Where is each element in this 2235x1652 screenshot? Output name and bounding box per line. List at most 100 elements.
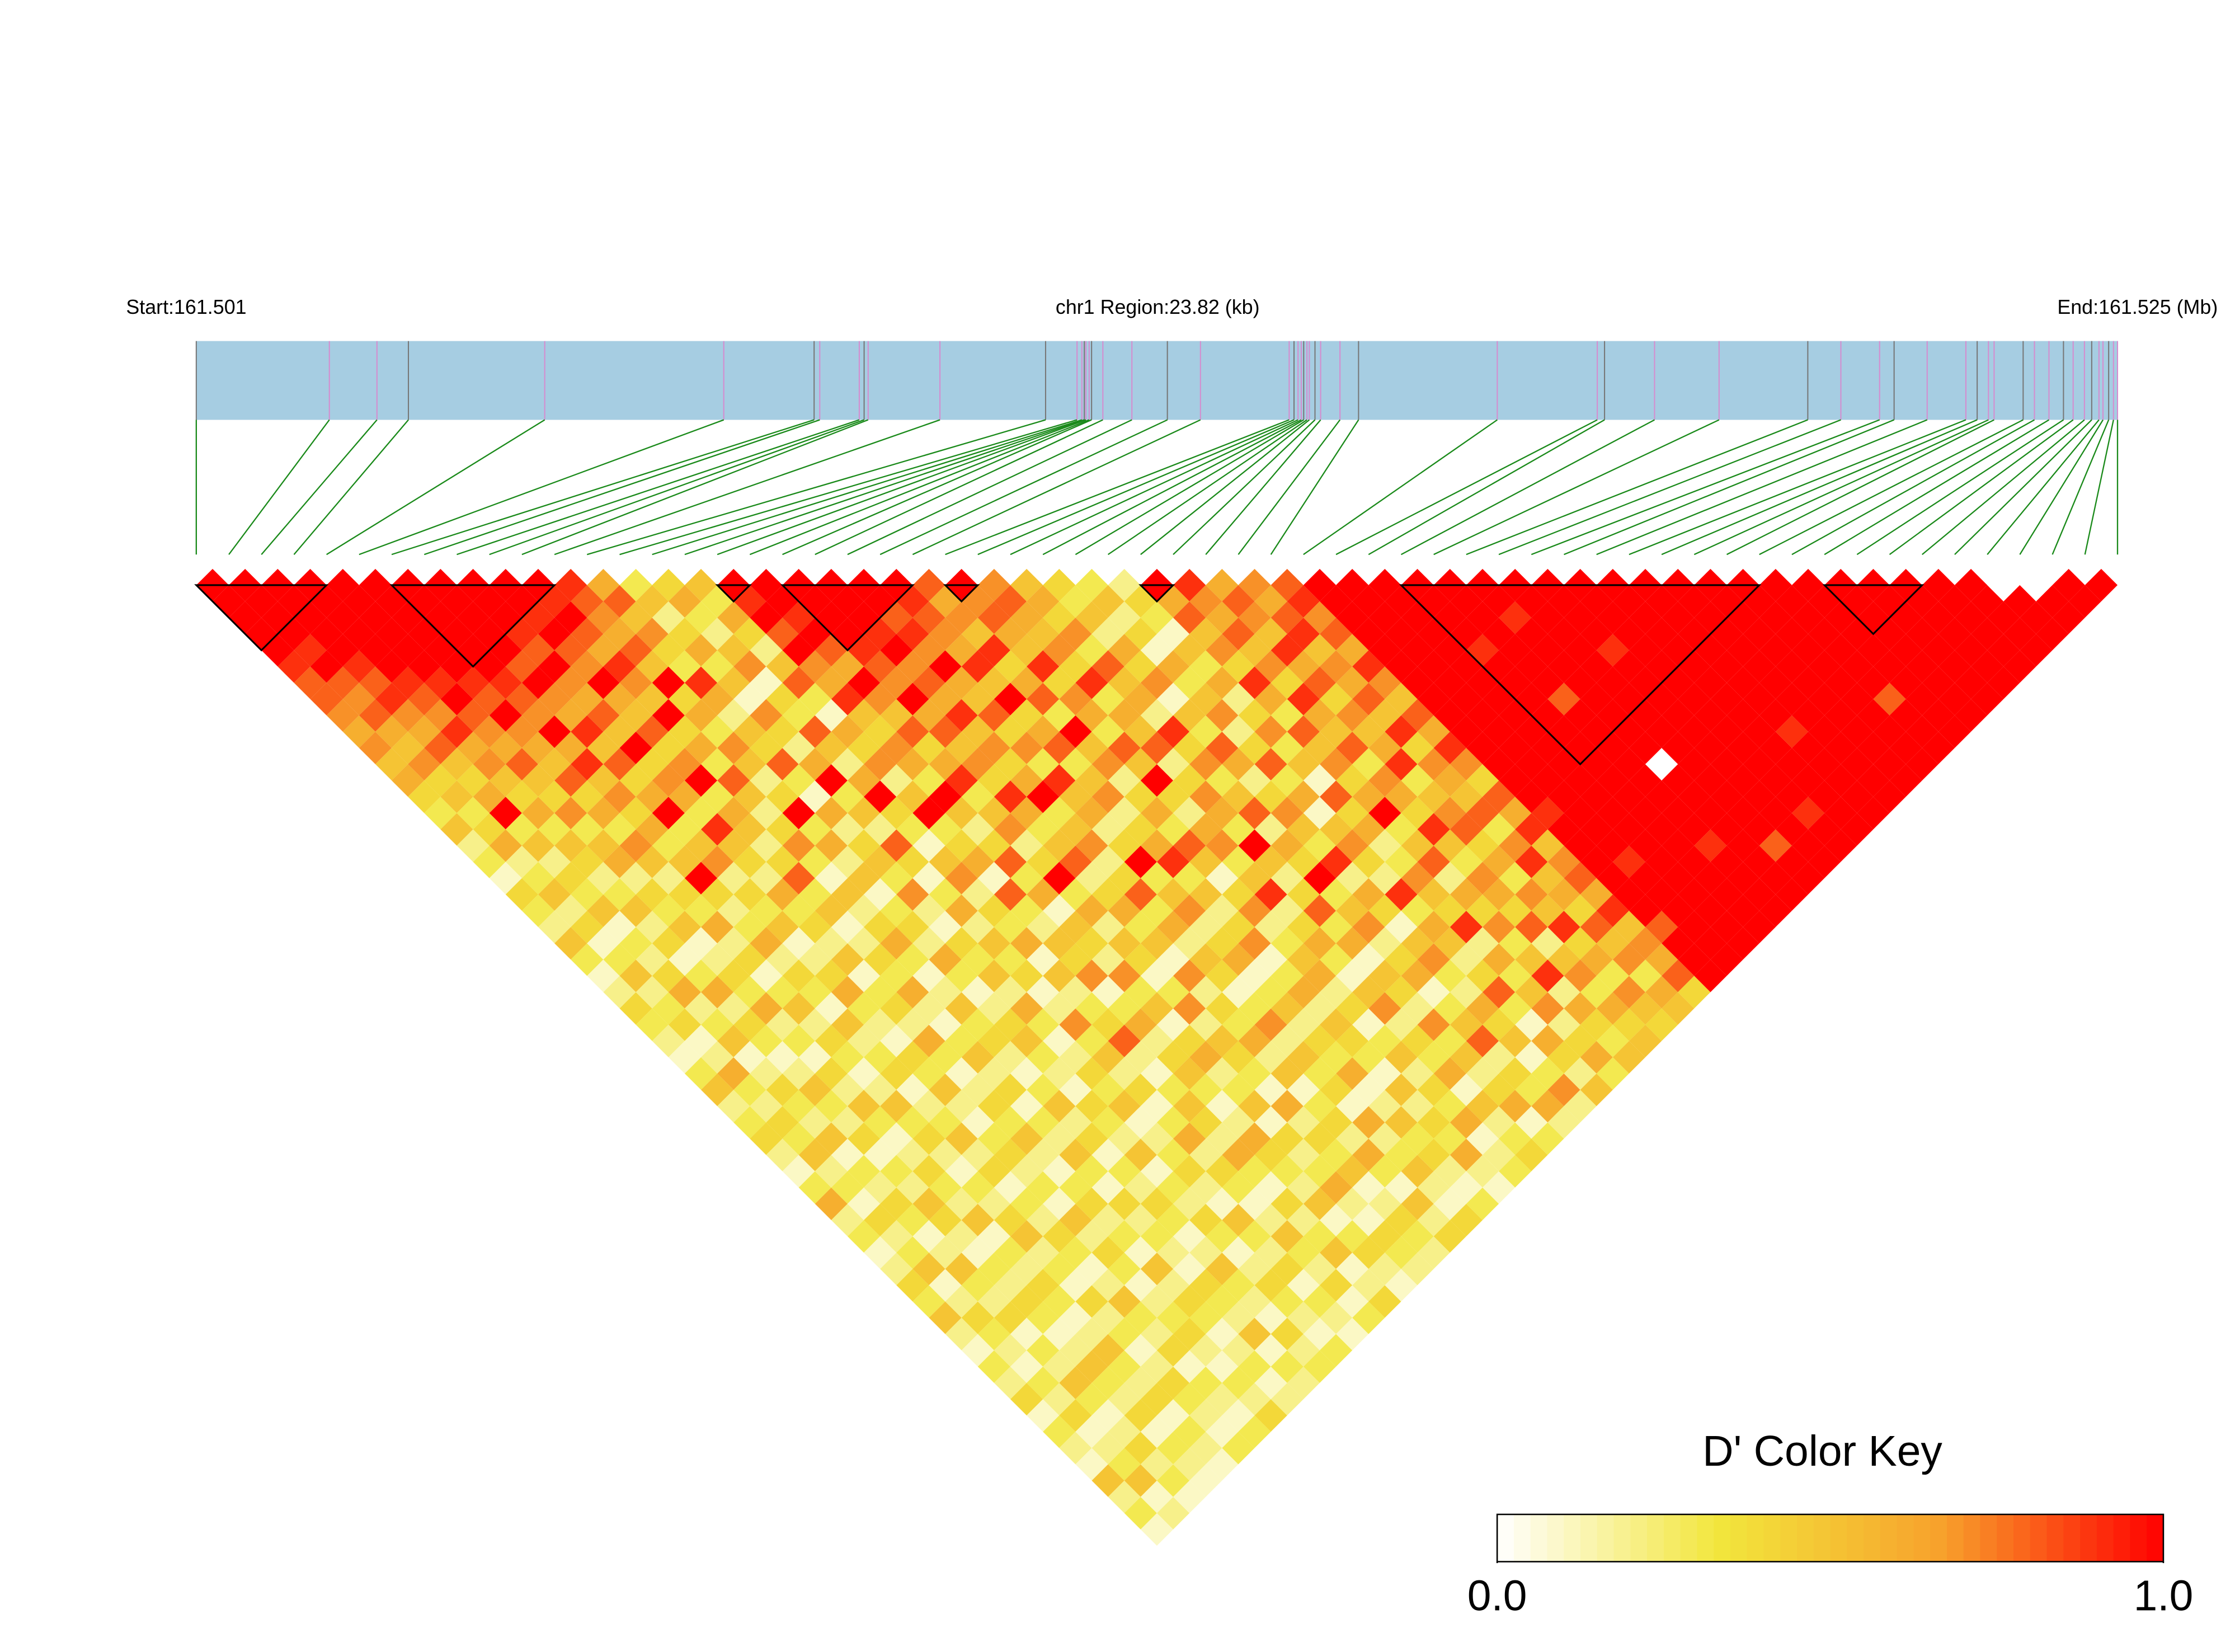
ld-cell: [1010, 1253, 1043, 1286]
ld-cell: [831, 683, 864, 716]
ld-cell: [1515, 976, 1548, 1009]
ld-cell: [1596, 992, 1629, 1025]
ld-cell: [1043, 1253, 1076, 1286]
ld-cell: [1515, 683, 1548, 716]
ld-cell: [1531, 601, 1564, 634]
ld-cell: [847, 992, 881, 1025]
snp-connector: [619, 419, 1077, 556]
ld-cell: [587, 959, 620, 992]
ld-cell: [896, 845, 929, 878]
ld-cell: [1043, 1024, 1076, 1057]
ld-cell: [1678, 943, 1711, 976]
snp-connector: [1107, 419, 1307, 556]
snp-connector: [1954, 419, 2092, 556]
ld-cell: [619, 634, 652, 667]
ld-cell: [994, 1269, 1027, 1302]
ld-cell: [1108, 568, 1141, 602]
ld-cell: [912, 601, 945, 634]
color-key-step: [1564, 1514, 1581, 1562]
ld-cell: [1547, 813, 1580, 846]
ld-cell: [294, 634, 327, 667]
ld-cell: [929, 943, 962, 976]
ld-cell: [1156, 1399, 1190, 1432]
ld-cell: [782, 1122, 815, 1155]
ld-cell: [1515, 1074, 1548, 1107]
ld-cell: [1287, 1269, 1320, 1302]
ld-cell: [831, 650, 864, 683]
ld-cell: [1075, 1253, 1108, 1286]
ld-cell: [1645, 878, 1678, 911]
ld-cell: [489, 731, 522, 765]
ld-cell: [896, 943, 929, 976]
ld-cell: [1222, 780, 1255, 813]
ld-cell: [1726, 601, 1759, 634]
ld-cell: [1726, 927, 1759, 960]
ld-cell: [668, 813, 702, 846]
color-key-step: [1597, 1514, 1615, 1562]
color-key-step: [1497, 1514, 1514, 1562]
snp-connector: [1987, 419, 2100, 555]
ld-cell: [1678, 780, 1711, 813]
ld-cell: [1336, 1253, 1369, 1286]
ld-cell: [1043, 1057, 1076, 1090]
ld-cell: [1401, 797, 1434, 830]
ld-cell: [1043, 1090, 1076, 1123]
ld-cell: [2036, 618, 2069, 651]
ld-cell: [1678, 683, 1711, 716]
ld-cell: [1287, 1334, 1320, 1367]
ld-cell: [668, 878, 702, 911]
ld-cell: [1271, 666, 1304, 699]
ld-cell: [1499, 764, 1532, 797]
ld-cell: [1938, 715, 1971, 748]
snp-connector: [1791, 419, 2035, 556]
ld-cell: [1808, 650, 1841, 683]
ld-cell: [1010, 1220, 1043, 1253]
snp-connector: [1270, 419, 1359, 555]
ld-cell: [961, 1334, 994, 1367]
ld-cell: [782, 1024, 815, 1057]
ld-cell: [1645, 976, 1678, 1009]
ld-cell: [1271, 1090, 1304, 1123]
ld-cell: [815, 1090, 848, 1123]
snp-connector: [912, 419, 1201, 556]
ld-cell: [1417, 1138, 1450, 1171]
ld-cell: [1971, 683, 2004, 716]
color-key-frame: [1496, 1513, 2165, 1562]
ld-cell: [1173, 634, 1206, 667]
ld-cell: [961, 910, 994, 944]
ld-cell: [554, 568, 587, 602]
ld-cell: [1450, 943, 1483, 976]
ld-cell: [1808, 683, 1841, 716]
ld-cell: [1547, 683, 1580, 716]
ld-cell: [1043, 601, 1076, 634]
ld-cell: [1678, 878, 1711, 911]
ld-cell: [1075, 992, 1108, 1025]
ld-block: [1822, 584, 1925, 636]
ld-cell: [1971, 650, 2004, 683]
ld-cell: [1564, 601, 1597, 634]
ld-cell: [1499, 1122, 1532, 1155]
ld-cell: [1222, 1334, 1255, 1367]
ld-cell: [1206, 666, 1239, 699]
ld-cell: [1385, 650, 1418, 683]
ld-cell: [961, 650, 994, 683]
ld-cell: [1140, 1415, 1174, 1448]
ld-cell: [1450, 1106, 1483, 1139]
ld-cell: [1108, 1155, 1141, 1188]
ld-cell: [229, 601, 262, 634]
ld-cell: [1612, 650, 1646, 683]
ld-cell: [929, 813, 962, 846]
ld-cell: [1499, 927, 1532, 960]
ld-cell: [864, 618, 897, 651]
color-key-step: [1864, 1514, 1881, 1562]
ld-cell: [880, 1253, 913, 1286]
ld-cell: [1075, 1057, 1108, 1090]
ld-cell: [1189, 1138, 1222, 1171]
color-key-step: [1714, 1514, 1731, 1562]
ld-cell: [1075, 1024, 1108, 1057]
ld-cell: [1564, 634, 1597, 667]
ld-cell: [1808, 618, 1841, 651]
ld-cell: [310, 683, 343, 716]
ld-cell: [1824, 666, 1857, 699]
ld-cell: [1206, 699, 1239, 732]
